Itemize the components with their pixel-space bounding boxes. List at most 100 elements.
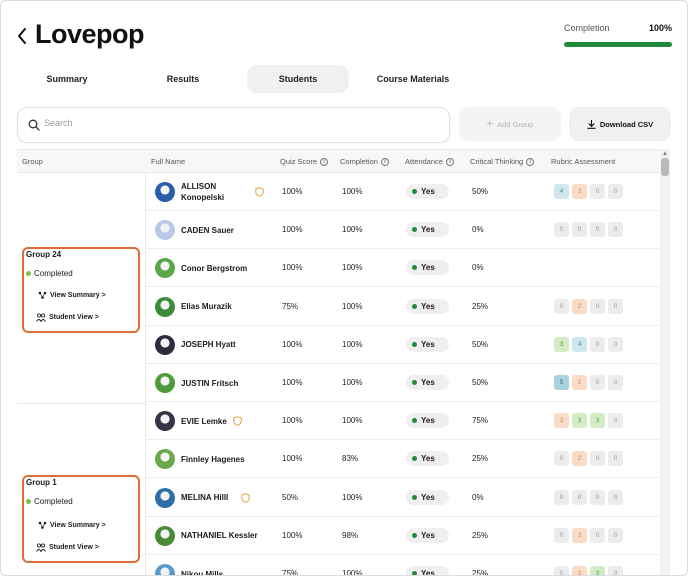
rubric-score: 0 <box>608 184 623 199</box>
rubric-score: 4 <box>572 336 587 352</box>
search-input[interactable] <box>44 118 424 128</box>
table-row[interactable]: Finnley Hagenes 100% 83% Yes 25% 0 2 0 0 <box>146 440 659 479</box>
column-group[interactable]: Group <box>22 157 43 166</box>
student-name[interactable]: JOSEPH Hyatt <box>181 340 236 350</box>
group-card-24: Group 24 Completed View Summary > Studen… <box>22 247 140 333</box>
table-row[interactable]: NATHANIEL Kessler 100% 98% Yes 25% 0 2 0 0 <box>146 517 659 555</box>
completion-bar <box>564 42 672 47</box>
students-icon <box>36 313 46 322</box>
completion-value: 100% <box>342 301 363 311</box>
view-summary-link[interactable]: View Summary > <box>38 291 106 300</box>
student-name[interactable]: Finnley Hagenes <box>181 454 245 464</box>
student-name[interactable]: JUSTIN Fritsch <box>181 378 239 388</box>
student-name[interactable]: MELINA Hilll <box>181 493 229 503</box>
rubric-score: 0 <box>554 489 569 505</box>
tab-course-materials[interactable]: Course Materials <box>376 74 450 84</box>
student-name[interactable]: NATHANIEL Kessler <box>181 531 258 541</box>
scroll-up-icon[interactable]: ▲ <box>662 151 668 157</box>
completion-value: 100% <box>342 263 363 273</box>
rubric-score: 5 <box>554 375 569 390</box>
table-row[interactable]: MELINA Hilll 50% 100% Yes 0% 0 0 0 0 <box>146 479 659 517</box>
column-quiz-score[interactable]: Quiz Score i <box>280 157 329 166</box>
tab-results[interactable]: Results <box>166 74 200 84</box>
avatar <box>155 182 175 202</box>
attendance-badge: Yes <box>406 451 449 467</box>
critical-thinking-score: 25% <box>472 454 489 464</box>
column-rubric-assessment[interactable]: Rubric Assessment <box>551 157 616 166</box>
table-row[interactable]: JUSTIN Fritsch 100% 100% Yes 50% 5 2 0 0 <box>146 364 659 402</box>
rubric-score: 0 <box>554 566 569 575</box>
column-attendance[interactable]: Attendance i <box>405 157 454 166</box>
critical-thinking-score: 25% <box>472 530 489 540</box>
attendance-badge: Yes <box>406 413 449 429</box>
rubric-score: 0 <box>572 222 587 238</box>
info-icon[interactable]: i <box>445 157 454 166</box>
quiz-score: 100% <box>282 416 303 426</box>
column-full-name[interactable]: Full Name <box>151 157 186 166</box>
student-name[interactable]: CADEN Sauer <box>181 225 234 235</box>
avatar <box>155 373 175 393</box>
table-row[interactable]: Nikou Mills 75% 100% Yes 25% 0 2 3 0 <box>146 555 659 576</box>
table-row[interactable]: EVIE Lemke 100% 100% Yes 75% 2 3 3 0 <box>146 402 659 441</box>
status-dot-icon <box>412 456 417 462</box>
attendance-badge: Yes <box>406 184 449 199</box>
tab-summary[interactable]: Summary <box>46 74 88 84</box>
tab-students[interactable]: Students <box>247 65 349 93</box>
table-row[interactable]: Elias Murazik 75% 100% Yes 25% 0 2 0 0 <box>146 288 659 326</box>
student-view-link[interactable]: Student View > <box>36 543 99 552</box>
rubric-score: 0 <box>608 527 623 543</box>
status-dot-icon <box>412 341 417 347</box>
quiz-score: 100% <box>282 339 303 349</box>
view-summary-link[interactable]: View Summary > <box>38 521 106 530</box>
rubric-score: 0 <box>590 451 605 467</box>
student-name[interactable]: ALLISON Konopelski <box>181 182 225 202</box>
table-row[interactable]: ALLISON Konopelski 100% 100% Yes 50% 4 2 0 0 <box>146 173 659 211</box>
search-box <box>17 107 450 143</box>
rubric-score: 2 <box>572 566 587 575</box>
page-title: Lovepop <box>35 19 145 49</box>
download-icon <box>587 119 596 129</box>
download-csv-button[interactable]: Download CSV <box>569 107 671 141</box>
info-icon[interactable]: i <box>320 157 329 166</box>
download-csv-label: Download CSV <box>599 119 654 129</box>
quiz-score: 100% <box>282 263 303 273</box>
status-dot-icon <box>412 227 417 233</box>
quiz-score: 100% <box>282 378 303 387</box>
avatar <box>155 525 175 546</box>
column-completion[interactable]: Completion i <box>340 157 389 166</box>
critical-thinking-score: 25% <box>472 569 489 576</box>
student-name[interactable]: Elias Murazik <box>181 302 232 312</box>
quiz-score: 75% <box>282 569 299 576</box>
column-critical-thinking[interactable]: Critical Thinking i <box>470 157 535 166</box>
info-icon[interactable]: i <box>380 157 389 166</box>
attendance-badge: Yes <box>406 222 449 238</box>
add-group-label: Add Group <box>497 119 534 129</box>
critical-thinking-score: 50% <box>472 378 489 387</box>
table-row[interactable]: JOSEPH Hyatt 100% 100% Yes 50% 3 4 0 0 <box>146 326 659 364</box>
table-row[interactable]: CADEN Sauer 100% 100% Yes 0% 0 0 0 0 <box>146 211 659 250</box>
plus-icon: + <box>486 118 494 130</box>
info-icon[interactable]: i <box>526 157 535 166</box>
completion-value: 100% <box>648 23 672 33</box>
back-arrow-icon[interactable] <box>17 27 31 45</box>
student-name[interactable]: Conor Bergstrom <box>181 263 248 273</box>
rubric-score: 2 <box>572 298 587 314</box>
rubric-score: 0 <box>608 451 623 467</box>
status-dot-icon <box>412 418 417 424</box>
quiz-score: 50% <box>282 492 299 502</box>
scrollbar-thumb[interactable] <box>661 158 669 176</box>
table-row[interactable]: Conor Bergstrom 100% 100% Yes 0% <box>146 249 659 288</box>
attendance-badge: Yes <box>406 375 449 390</box>
rubric-score: 0 <box>590 489 605 505</box>
scrollbar-track[interactable] <box>660 149 670 575</box>
student-name[interactable]: Nikou Mills <box>181 569 224 576</box>
shield-icon <box>241 492 250 503</box>
student-name[interactable]: EVIE Lemke <box>181 416 227 426</box>
add-group-button[interactable]: + Add Group <box>459 107 561 141</box>
student-view-link[interactable]: Student View > <box>36 313 99 322</box>
